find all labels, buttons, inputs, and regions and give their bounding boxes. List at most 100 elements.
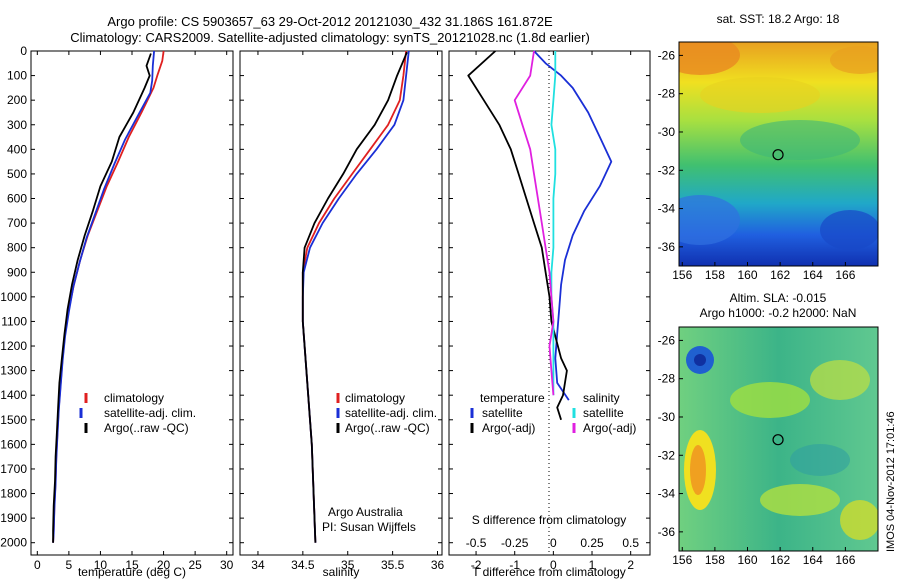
sla-map-frame <box>678 326 879 552</box>
legend-label-temp-satellite: satellite <box>482 406 523 420</box>
depth-tick-label: 800 <box>7 241 27 255</box>
x-tick-label: 1 <box>589 558 596 572</box>
depth-tick-label: 1100 <box>1 314 27 328</box>
x-tick-label: 10 <box>94 558 108 572</box>
sst-argo-location-marker <box>772 149 784 161</box>
series-line-0 <box>301 50 407 543</box>
map-lat-tick-label: -30 <box>658 125 676 139</box>
legend-label-sal-argo: Argo(-adj) <box>583 421 636 435</box>
legend-label-satellite: satellite-adj. clim. <box>345 406 437 420</box>
series-line-0 <box>533 50 613 401</box>
legend-label-climatology: climatology <box>345 391 405 405</box>
series-line-2 <box>550 51 557 396</box>
depth-tick-label: 200 <box>7 93 27 107</box>
salinity-axis-label: salinity <box>323 565 360 579</box>
x-tick-label: 0 <box>34 558 41 572</box>
legend-label-sal-satellite: satellite <box>583 406 624 420</box>
map-lat-tick-label: -34 <box>658 487 676 501</box>
depth-tick-label: 100 <box>7 69 27 83</box>
x-tick-label: 34.5 <box>291 558 315 572</box>
x-tick-label: 35.5 <box>381 558 405 572</box>
x2-tick-label: 0 <box>550 536 557 550</box>
difference-legend: temperature satellite Argo(-adj) salinit… <box>470 391 636 435</box>
depth-tick-label: 1200 <box>0 339 27 353</box>
map-lon-tick-label: 156 <box>672 268 692 282</box>
sst-map-frame <box>678 41 879 267</box>
sla-heatmap <box>679 327 878 551</box>
map-lat-tick-label: -30 <box>658 410 676 424</box>
map-lat-tick-label: -32 <box>658 448 676 462</box>
x2-tick-label: -0.5 <box>466 536 487 550</box>
series-line-3 <box>513 50 555 396</box>
legend-title-temperature: temperature <box>480 391 545 405</box>
x-tick-label: -1 <box>509 558 520 572</box>
sst-map-title: sat. SST: 18.2 Argo: 18 <box>717 12 840 26</box>
x-tick-label: 30 <box>220 558 234 572</box>
salinity-legend: climatology satellite-adj. clim. Argo(..… <box>336 391 437 435</box>
map-lon-tick-label: 160 <box>737 268 757 282</box>
salinity-panel-frame <box>239 50 443 556</box>
sla-map-subtitle: Argo h1000: -0.2 h2000: NaN <box>700 306 857 320</box>
x2-tick-label: -0.25 <box>501 536 529 550</box>
series-line-2 <box>52 53 152 543</box>
x-tick-label: 0 <box>550 558 557 572</box>
x-tick-label: 20 <box>157 558 171 572</box>
header-line-1: Argo profile: CS 5903657_63 29-Oct-2012 … <box>107 14 553 29</box>
depth-tick-label: 1700 <box>0 462 27 476</box>
x-tick-label: 35 <box>341 558 355 572</box>
legend-label-satellite: satellite-adj. clim. <box>104 406 196 420</box>
map-lon-tick-label: 166 <box>835 268 855 282</box>
pi-label: PI: Susan Wijffels <box>322 520 416 534</box>
map-lon-tick-label: 166 <box>835 553 855 567</box>
depth-tick-label: 1600 <box>0 437 27 451</box>
map-lon-tick-label: 164 <box>803 553 823 567</box>
depth-tick-label: 2000 <box>0 536 27 550</box>
sla-map-title: Altim. SLA: -0.015 <box>730 291 827 305</box>
x-tick-label: 2 <box>627 558 634 572</box>
depth-tick-label: 500 <box>7 167 27 181</box>
map-lon-tick-label: 164 <box>803 268 823 282</box>
map-lon-tick-label: 158 <box>705 553 725 567</box>
legend-label-argo: Argo(..raw -QC) <box>104 421 189 435</box>
depth-tick-label: 0 <box>20 44 27 58</box>
x-tick-label: 36 <box>431 558 445 572</box>
temperature-diff-axis-label: T difference from climatology <box>472 565 626 579</box>
depth-tick-label: 700 <box>7 216 27 230</box>
sst-heatmap <box>679 42 878 266</box>
series-line-1 <box>467 50 568 421</box>
depth-tick-label: 1900 <box>0 511 27 525</box>
depth-tick-label: 300 <box>7 118 27 132</box>
salinity-diff-axis-label: S difference from climatology <box>472 513 627 527</box>
map-lat-tick-label: -26 <box>658 333 676 347</box>
depth-tick-label: 1300 <box>0 364 27 378</box>
legend-title-salinity: salinity <box>583 391 620 405</box>
series-line-2 <box>301 51 408 543</box>
map-lon-tick-label: 156 <box>672 553 692 567</box>
x2-tick-label: 0.25 <box>580 536 604 550</box>
timestamp-stamp: IMOS 04-Nov-2012 17:01:46 <box>885 411 897 552</box>
depth-tick-label: 1400 <box>0 388 27 402</box>
map-lat-tick-label: -36 <box>658 240 676 254</box>
x-tick-label: 15 <box>125 558 139 572</box>
depth-tick-label: 400 <box>7 142 27 156</box>
depth-tick-label: 1500 <box>0 413 27 427</box>
legend-label-argo: Argo(..raw -QC) <box>345 421 430 435</box>
map-lon-tick-label: 160 <box>737 553 757 567</box>
x-tick-label: 25 <box>188 558 202 572</box>
depth-tick-label: 600 <box>7 192 27 206</box>
x-tick-label: 34 <box>251 558 265 572</box>
legend-label-climatology: climatology <box>104 391 164 405</box>
depth-tick-label: 1800 <box>0 487 27 501</box>
x-tick-label: 5 <box>66 558 73 572</box>
legend-label-temp-argo: Argo(-adj) <box>482 421 535 435</box>
map-lat-tick-label: -28 <box>658 372 676 386</box>
sla-argo-location-marker <box>772 434 784 446</box>
depth-tick-label: 900 <box>7 265 27 279</box>
map-lat-tick-label: -36 <box>658 525 676 539</box>
map-lat-tick-label: -34 <box>658 202 676 216</box>
depth-tick-label: 1000 <box>0 290 27 304</box>
series-line-1 <box>52 50 155 543</box>
map-lat-tick-label: -32 <box>658 163 676 177</box>
map-lon-tick-label: 162 <box>770 268 790 282</box>
